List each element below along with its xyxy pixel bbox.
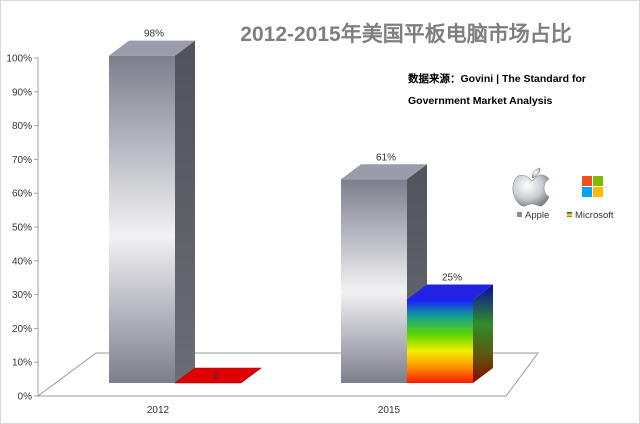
y-tick-label: 90% [12,87,32,98]
bar-top-apple-2015 [341,164,427,180]
y-tick-label: 100% [6,54,32,65]
source-line-2: Government Market Analysis [408,95,552,107]
y-tick-label: 20% [12,324,32,335]
bar-top-microsoft-2015 [407,284,493,300]
bar-front-apple-2015 [341,179,407,383]
y-tick-label: 40% [12,256,32,267]
y-tick-label: 60% [12,189,32,200]
bar-side-apple-2012 [175,40,195,384]
bar-side-microsoft-2015 [473,284,493,383]
y-tick-label: 0% [18,392,33,403]
legend: Apple Microsoft [512,167,614,221]
y-tick-label: 70% [12,155,32,166]
legend-label-microsoft: Microsoft [575,210,614,221]
bar-front-microsoft-2015 [407,299,473,383]
category-label-group: 2012 2015 [147,405,401,416]
data-label-apple-2015: 61% [376,152,396,163]
legend-swatch-microsoft [567,212,572,217]
bar-flat-microsoft-2012 [174,367,262,384]
data-label-microsoft-2012: 0 [213,371,219,382]
y-tick-label: 10% [12,358,32,369]
bar-top-apple-2012 [109,40,195,56]
data-label-apple-2012: 98% [144,29,164,40]
y-tick-label: 80% [12,121,32,132]
category-label-2015: 2015 [378,405,401,416]
category-label-2012: 2012 [147,405,170,416]
chart-title: 2012-2015年美国平板电脑市场占比 [240,22,571,46]
legend-label-apple: Apple [525,210,549,221]
y-tick-label: 50% [12,223,32,234]
apple-logo-icon [512,167,550,207]
y-tick-label: 30% [12,290,32,301]
bar-front-apple-2012 [109,55,175,384]
data-label-microsoft-2015: 25% [442,273,462,284]
source-line-1: 数据来源：Govini | The Standard for [407,72,586,85]
legend-swatch-apple [517,212,522,217]
microsoft-logo-icon [582,176,603,197]
bars-group: 98% 0 61% 25% [109,29,493,384]
y-tick-group: 0% 10% 20% 30% 40% 50% 60% 70% 80% 90% 100% [6,54,38,403]
